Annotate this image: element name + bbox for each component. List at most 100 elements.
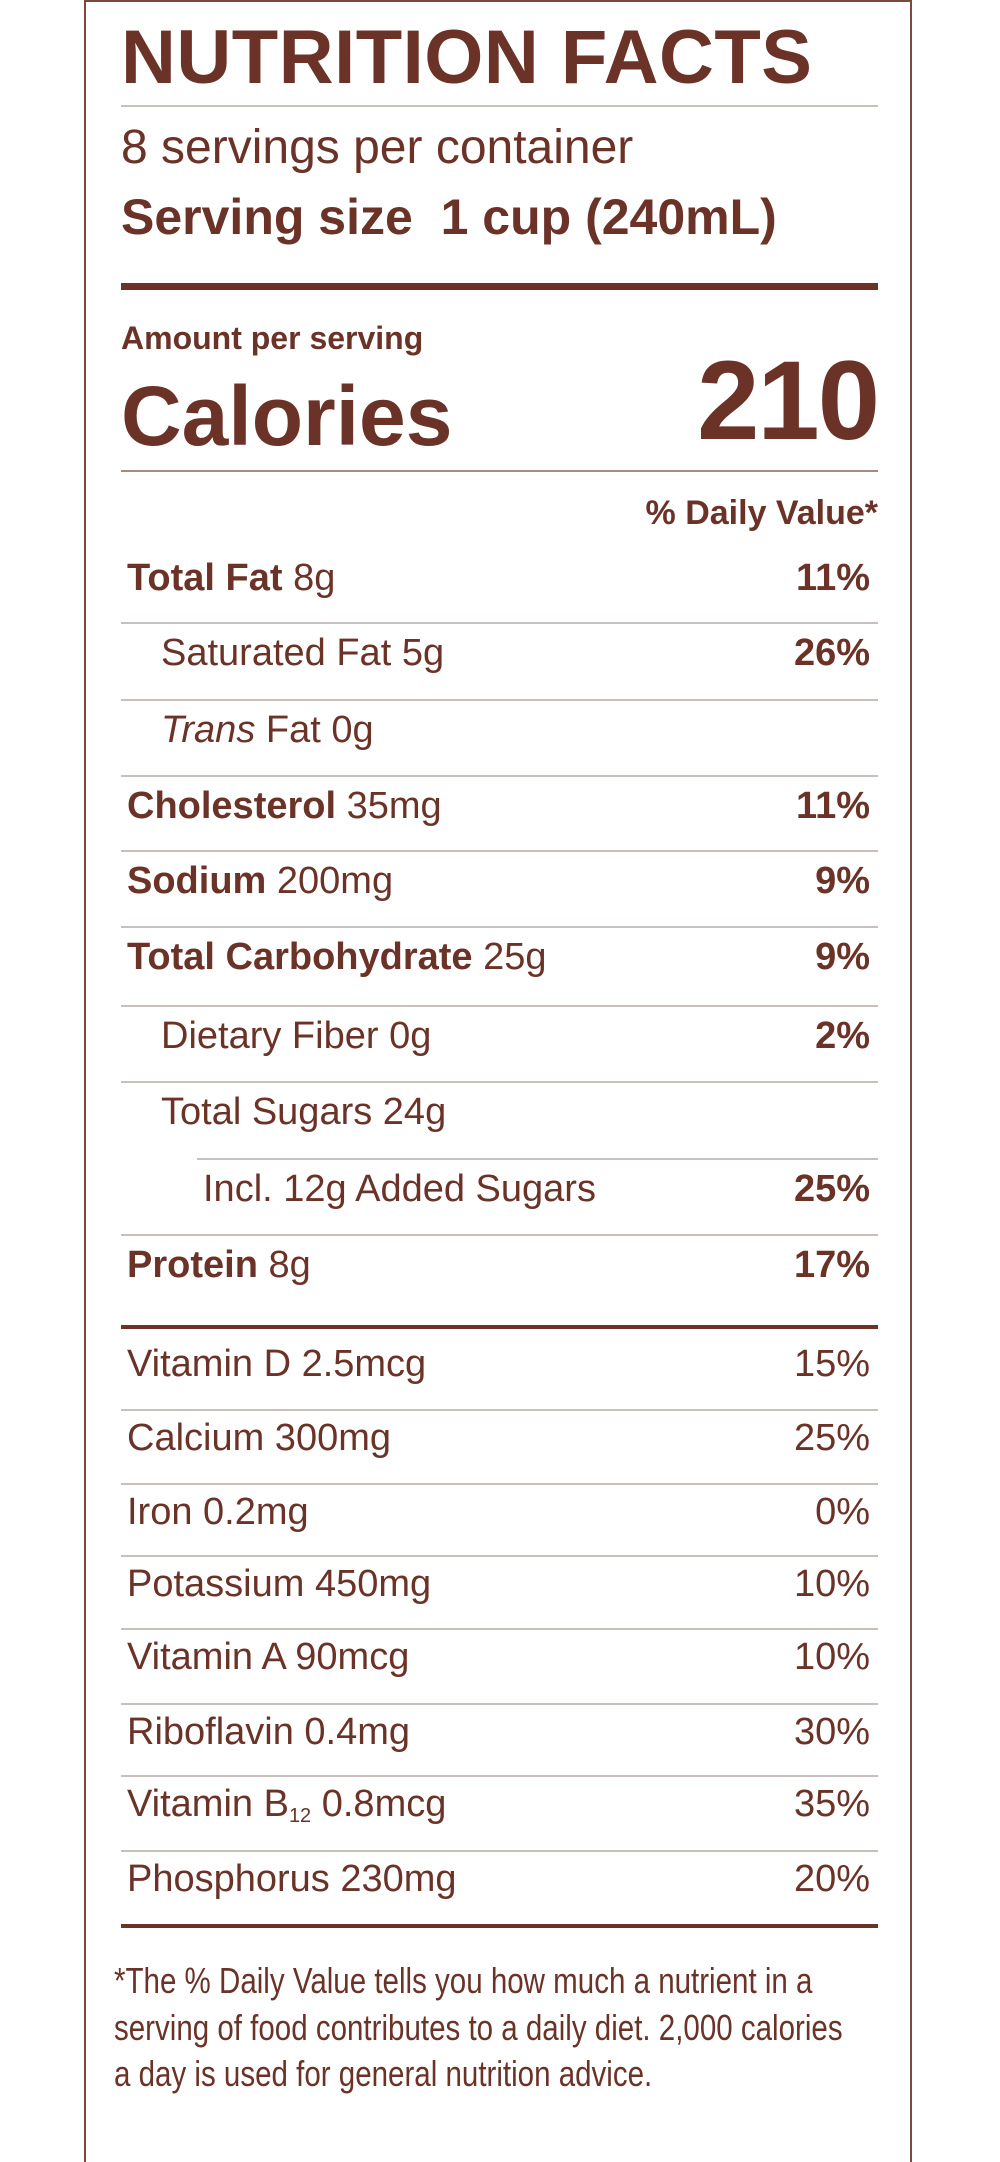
vitamin-name: Iron 0.2mg (127, 1491, 309, 1533)
serving-size: Serving size 1 cup (240mL) (121, 188, 777, 246)
nutrient-daily-value: 26% (793, 632, 870, 674)
divider (121, 1005, 878, 1007)
nutrient-amount: 200mg (276, 860, 394, 902)
nutrient-name: Protein (127, 1244, 258, 1286)
nutrient-row: Trans Fat 0g (121, 709, 878, 752)
vitamin-name: Vitamin B (127, 1783, 289, 1825)
vitamin-subscript: 12 (288, 1805, 312, 1827)
vitamin-name: Potassium 450mg (127, 1563, 432, 1605)
vitamin-name: Vitamin D 2.5mcg (127, 1343, 427, 1385)
vitamin-name-amount: Phosphorus 230mg (121, 1858, 457, 1901)
footnote-line: a day is used for general nutrition advi… (114, 2053, 653, 2094)
vitamin-name: Phosphorus 230mg (127, 1858, 457, 1900)
divider (121, 1234, 878, 1236)
divider (121, 775, 878, 777)
nutrient-amount: 5g (401, 632, 445, 674)
nutrient-name-amount: Total Sugars 24g (121, 1091, 446, 1134)
servings-per-container: 8 servings per container (121, 121, 634, 174)
nutrient-daily-value: 25% (793, 1168, 870, 1210)
nutrient-name-amount: Saturated Fat 5g (121, 632, 444, 675)
serving-size-value: 1 cup (240mL) (440, 189, 777, 245)
nutrient-name: Sodium (127, 860, 267, 902)
footnote-line: serving of food contributes to a daily d… (114, 2007, 843, 2048)
nutrient-name-amount: Total Fat 8g (121, 557, 335, 600)
vitamin-name-amount: Vitamin B12 0.8mcg (121, 1783, 446, 1828)
label-title: NUTRITION FACTS (121, 15, 813, 100)
nutrient-name-amount: Protein 8g (121, 1244, 311, 1287)
nutrient-name: Total Carbohydrate (127, 936, 473, 978)
nutrient-name-amount: Incl. 12g Added Sugars (121, 1168, 596, 1211)
divider (121, 850, 878, 852)
divider (197, 1158, 878, 1160)
vitamin-daily-value: 15% (793, 1343, 870, 1385)
nutrient-amount: 8g (293, 557, 336, 599)
nutrient-name-amount: Dietary Fiber 0g (121, 1015, 431, 1058)
vitamin-row: Vitamin B12 0.8mcg 35% (121, 1783, 878, 1828)
vitamin-name-amount: Riboflavin 0.4mg (121, 1711, 410, 1754)
nutrient-row: Saturated Fat 5g 26% (121, 632, 878, 675)
vitamin-daily-value: 35% (793, 1783, 870, 1825)
vitamin-row: Phosphorus 230mg 20% (121, 1858, 878, 1901)
nutrient-row: Sodium 200mg 9% (121, 860, 878, 903)
nutrient-amount: 25g (483, 936, 547, 978)
nutrient-row: Dietary Fiber 0g 2% (121, 1015, 878, 1058)
vitamin-daily-value: 20% (793, 1858, 870, 1900)
vitamin-daily-value: 0% (815, 1491, 870, 1533)
divider (121, 622, 878, 624)
divider (121, 1555, 878, 1557)
thick-divider (121, 283, 878, 290)
vitamin-daily-value: 10% (793, 1636, 870, 1678)
vitamin-name: Riboflavin 0.4mg (127, 1711, 411, 1753)
vitamin-daily-value: 10% (793, 1563, 870, 1605)
nutrient-name: Fat (265, 709, 321, 751)
footnote-line: *The % Daily Value tells you how much a … (114, 1960, 813, 2001)
daily-value-header: % Daily Value* (645, 494, 878, 532)
nutrient-daily-value: 9% (815, 936, 870, 978)
serving-size-label: Serving size (121, 189, 413, 245)
divider (121, 1703, 878, 1705)
vitamin-name-amount: Potassium 450mg (121, 1563, 431, 1606)
nutrient-name: Cholesterol (127, 785, 337, 827)
vitamin-row: Potassium 450mg 10% (121, 1563, 878, 1606)
calories-value: 210 (697, 338, 880, 463)
nutrient-name-amount: Trans Fat 0g (121, 709, 374, 752)
nutrition-label-border (84, 0, 912, 2162)
nutrient-daily-value: 11% (796, 557, 870, 599)
nutrient-amount: 24g (382, 1091, 447, 1133)
nutrient-row: Total Carbohydrate 25g 9% (121, 936, 878, 979)
nutrient-amount: 0g (331, 709, 374, 751)
divider (121, 926, 878, 928)
nutrient-name-amount: Cholesterol 35mg (121, 785, 442, 828)
nutrient-row: Total Sugars 24g (121, 1091, 878, 1134)
divider (121, 1775, 878, 1777)
nutrient-name: Total Sugars (161, 1091, 373, 1133)
vitamin-row: Calcium 300mg 25% (121, 1417, 878, 1460)
nutrient-name-amount: Sodium 200mg (121, 860, 393, 903)
nutrient-name-italic: Trans (161, 709, 256, 751)
vitamin-row: Riboflavin 0.4mg 30% (121, 1711, 878, 1754)
calories-label: Calories (121, 369, 453, 463)
divider (121, 470, 878, 472)
nutrient-name: Dietary Fiber (161, 1015, 379, 1057)
nutrient-name-amount: Total Carbohydrate 25g (121, 936, 547, 979)
divider (121, 699, 878, 701)
nutrient-daily-value: 17% (793, 1244, 870, 1286)
nutrient-amount: 35mg (346, 785, 442, 827)
nutrient-name: Saturated Fat (161, 632, 392, 674)
nutrient-daily-value: 9% (815, 860, 870, 902)
vitamin-row: Vitamin D 2.5mcg 15% (121, 1343, 878, 1386)
divider (121, 1081, 878, 1083)
divider (121, 1483, 878, 1485)
thick-divider (121, 1924, 878, 1928)
thick-divider (121, 1325, 878, 1329)
nutrient-daily-value: 2% (815, 1015, 870, 1057)
divider (121, 1628, 878, 1630)
nutrient-name: Incl. 12g Added Sugars (203, 1168, 596, 1210)
divider (121, 105, 878, 107)
nutrient-row: Protein 8g 17% (121, 1244, 878, 1287)
nutrient-row: Cholesterol 35mg 11% (121, 785, 878, 828)
vitamin-name-amount: Iron 0.2mg (121, 1491, 309, 1534)
vitamin-daily-value: 25% (793, 1417, 870, 1459)
divider (121, 1850, 878, 1852)
vitamin-name-amount: Vitamin A 90mcg (121, 1636, 409, 1679)
